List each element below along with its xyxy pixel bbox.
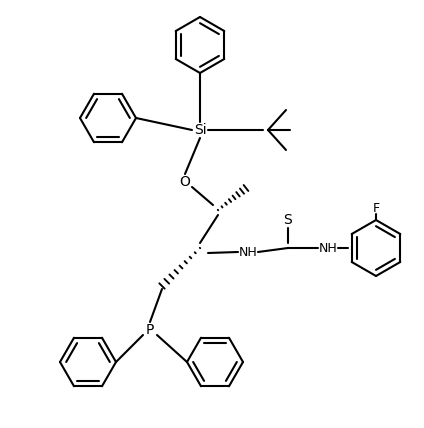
Text: S: S bbox=[284, 213, 293, 227]
Text: P: P bbox=[146, 323, 154, 337]
Text: F: F bbox=[372, 202, 379, 214]
Text: NH: NH bbox=[318, 241, 338, 255]
Text: NH: NH bbox=[239, 246, 257, 259]
Text: Si: Si bbox=[194, 123, 206, 137]
Text: O: O bbox=[179, 175, 190, 189]
